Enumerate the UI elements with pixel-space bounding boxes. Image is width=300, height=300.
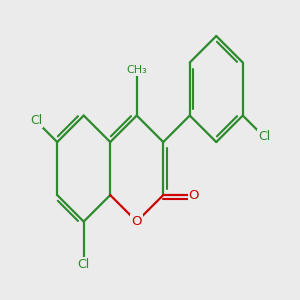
Text: Cl: Cl [30, 114, 42, 127]
Text: Cl: Cl [258, 130, 270, 143]
Text: O: O [189, 189, 199, 202]
Text: CH₃: CH₃ [126, 65, 147, 76]
Text: O: O [131, 215, 142, 228]
Text: Cl: Cl [78, 257, 90, 271]
